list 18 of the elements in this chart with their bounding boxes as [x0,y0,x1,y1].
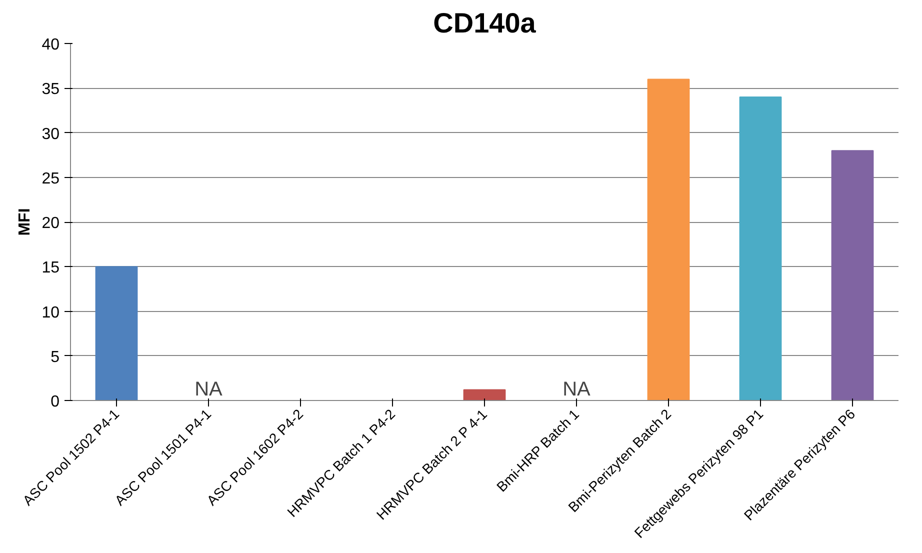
bar [647,78,690,400]
chart-title: CD140a [433,8,536,38]
y-tick-label: 25 [42,170,60,188]
bar [831,150,874,400]
annotation: NA [194,378,224,400]
y-tick-label: 15 [42,260,60,277]
y-tick-label: 0 [50,394,60,410]
annotation: NA [562,378,592,400]
bar [95,266,138,400]
y-axis-title: MFI [16,208,34,236]
y-tick-label: 30 [42,126,60,143]
bar [463,389,506,400]
y-tick-label: 20 [42,215,60,232]
bar [739,96,782,400]
y-tick-label: 40 [42,36,60,54]
y-tick-label: 35 [42,81,60,98]
y-tick-label: 5 [50,348,60,366]
y-tick-label: 10 [42,304,60,322]
